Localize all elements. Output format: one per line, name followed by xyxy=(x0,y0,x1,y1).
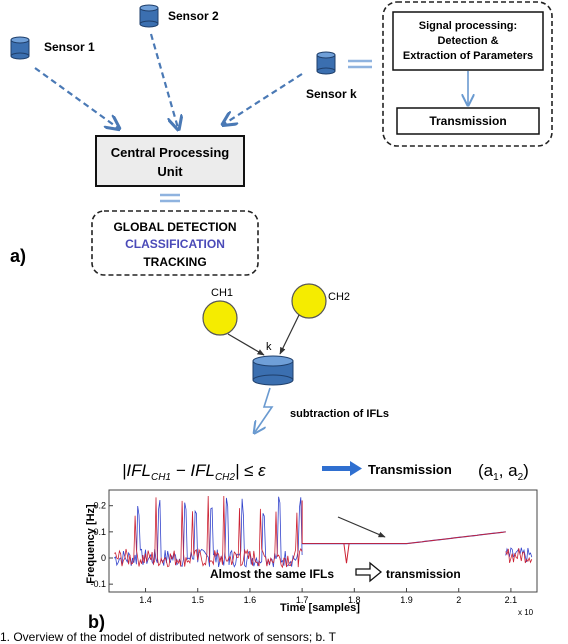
sensor-2-icon xyxy=(139,4,159,28)
y-tick-label: 0.1 xyxy=(93,527,106,537)
svg-text:|IFLCH1 − IFLCH2| ≤ ε: |IFLCH1 − IFLCH2| ≤ ε xyxy=(122,461,266,483)
formula-lhs: |IFL xyxy=(122,461,151,480)
tuple-open: (a xyxy=(478,461,494,480)
transmission-arrow-icon xyxy=(322,461,362,476)
y-tick-label: 0 xyxy=(101,553,106,563)
arrow-sensor1-cpu xyxy=(34,67,118,128)
noisy-trace xyxy=(114,495,533,569)
sensor-1-icon xyxy=(10,36,30,60)
cpu-line-1: Central Processing xyxy=(111,145,230,160)
figure-caption: 1. Overview of the model of distributed … xyxy=(0,630,337,644)
ch1-node: CH1 xyxy=(202,287,238,336)
sensor-2: Sensor 2 xyxy=(139,4,219,28)
ch1-label: CH1 xyxy=(211,287,233,299)
tracking-label: TRACKING xyxy=(143,255,206,269)
sensor-1: Sensor 1 xyxy=(10,36,95,60)
annotation-transmission: transmission xyxy=(386,567,461,581)
lightning-arrow xyxy=(255,387,274,432)
plot-x-exponent: x 10 xyxy=(518,608,534,617)
x-tick-label: 1.4 xyxy=(139,595,152,605)
y-tick-label: 0.2 xyxy=(93,501,106,511)
sensor-1-label: Sensor 1 xyxy=(44,40,95,54)
sensor-k-icon xyxy=(316,51,336,75)
tuple-sub1: 1 xyxy=(493,472,499,483)
plot: Frequency [Hz] 0.2 0.1 0 -0.1 1.4 1.5 1.6 1.7 1… xyxy=(85,489,538,617)
x-tick-label: 1.8 xyxy=(348,595,361,605)
plot-xlabel: Time [samples] xyxy=(280,602,360,614)
signal-processing-line-3: Extraction of Parameters xyxy=(403,50,533,62)
tuple-sub2: 2 xyxy=(518,472,524,483)
sensor-k-link-equals xyxy=(348,59,372,69)
arrow-sensork-cpu xyxy=(224,73,303,124)
arrow-ch2-node xyxy=(279,314,300,355)
arrow-ch1-node xyxy=(227,333,265,356)
node-k-icon xyxy=(252,355,294,386)
formula: |IFLCH1 − IFLCH2| ≤ ε Transmission (a1, … xyxy=(122,461,529,483)
x-tick-label: 1.7 xyxy=(296,595,309,605)
x-tick-label: 1.6 xyxy=(244,595,257,605)
x-tick-label: 1.9 xyxy=(400,595,413,605)
plot-frame xyxy=(108,489,538,593)
formula-minus: − IFL xyxy=(171,461,215,480)
node-k-label: k xyxy=(266,341,272,353)
tuple-mid: , a xyxy=(499,461,518,480)
x-tick-label: 2 xyxy=(456,595,461,605)
dip-trace xyxy=(343,543,350,564)
ch2-label: CH2 xyxy=(328,291,350,303)
central-processing-unit: Central Processing Unit xyxy=(95,135,245,187)
signal-processing-line-1: Signal processing: xyxy=(419,20,517,32)
arrow-sensor2-cpu xyxy=(149,33,178,128)
sensor-2-label: Sensor 2 xyxy=(168,9,219,23)
x-tick-label: 2.1 xyxy=(505,595,518,605)
ch2-node: CH2 xyxy=(291,283,350,319)
plot-ylabel: Frequency [Hz] xyxy=(85,504,97,584)
formula-sub1: CH1 xyxy=(151,472,171,483)
sensor-k-label: Sensor k xyxy=(306,87,357,101)
annotation-arrow xyxy=(337,516,386,538)
formula-rhs: | ≤ ε xyxy=(235,461,266,480)
global-detection-label: GLOBAL DETECTION xyxy=(113,220,236,234)
formula-transmission: Transmission xyxy=(368,462,452,477)
signal-processing-line-2: Detection & xyxy=(437,35,498,47)
transmission-label: Transmission xyxy=(429,114,506,128)
svg-text:(a1, a2): (a1, a2) xyxy=(478,461,529,483)
annotation-label: Almost the same IFLs xyxy=(210,567,334,581)
subtraction-label: subtraction of IFLs xyxy=(290,408,389,420)
x-tick-label: 1.5 xyxy=(191,595,204,605)
cpu-link-equals xyxy=(160,193,180,203)
panel-label-a: a) xyxy=(10,246,26,266)
cpu-line-2: Unit xyxy=(157,164,183,179)
y-tick-label: -0.1 xyxy=(90,579,106,589)
signal-processing-panel: Signal processing: Detection & Extractio… xyxy=(382,1,553,147)
tuple-close: ) xyxy=(523,461,529,480)
sensor-k: Sensor k xyxy=(306,51,357,101)
formula-sub2: CH2 xyxy=(215,472,235,483)
panel-label-b: b) xyxy=(88,612,105,632)
hollow-arrow-icon xyxy=(355,561,383,583)
global-detection-box: GLOBAL DETECTION CLASSIFICATION TRACKING xyxy=(91,210,259,276)
ifl-ch1-trace xyxy=(302,531,506,545)
classification-label: CLASSIFICATION xyxy=(125,237,225,251)
